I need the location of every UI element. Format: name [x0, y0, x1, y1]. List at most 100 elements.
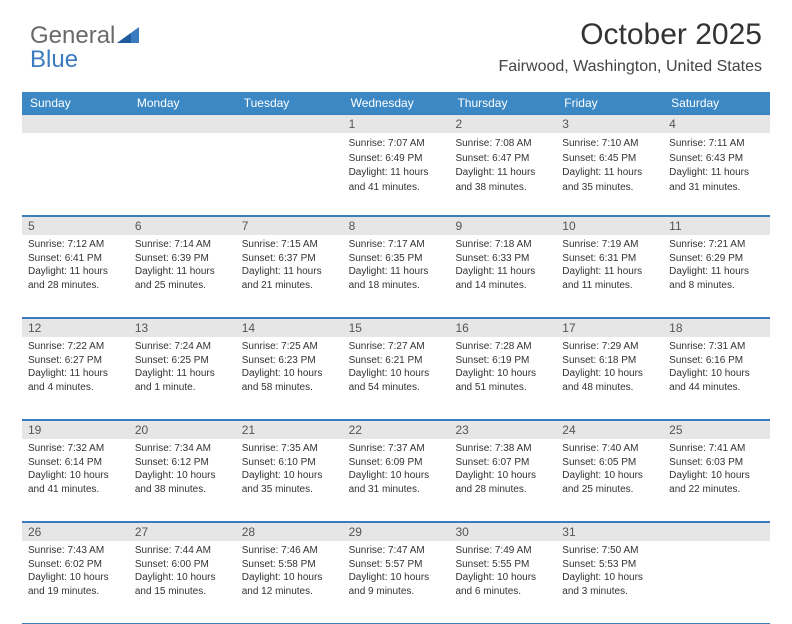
daylight2: and 25 minutes.	[562, 483, 657, 497]
sunset: Sunset: 6:45 PM	[562, 152, 657, 166]
day-num: 3	[556, 115, 663, 133]
day-num: 13	[129, 319, 236, 337]
week4-nums: 19 20 21 22 23 24 25	[22, 420, 770, 439]
daylight1: Daylight: 11 hours	[669, 265, 764, 279]
daylight1: Daylight: 10 hours	[455, 469, 550, 483]
daylight2: and 35 minutes.	[242, 483, 337, 497]
day-cell: Sunrise: 7:47 AMSunset: 5:57 PMDaylight:…	[343, 541, 450, 623]
day-num: 22	[343, 421, 450, 439]
sunrise: Sunrise: 7:19 AM	[562, 238, 657, 252]
day-num: 17	[556, 319, 663, 337]
daylight1: Daylight: 10 hours	[562, 571, 657, 585]
sunrise: Sunrise: 7:27 AM	[349, 340, 444, 354]
day-num: 25	[663, 421, 770, 439]
day-num: 26	[22, 523, 129, 541]
sunrise: Sunrise: 7:28 AM	[455, 340, 550, 354]
month-title: October 2025	[498, 18, 762, 52]
daylight2: and 54 minutes.	[349, 381, 444, 395]
sunrise: Sunrise: 7:22 AM	[28, 340, 123, 354]
day-cell: Sunrise: 7:29 AMSunset: 6:18 PMDaylight:…	[556, 337, 663, 419]
day-cell: Sunrise: 7:43 AMSunset: 6:02 PMDaylight:…	[22, 541, 129, 623]
location: Fairwood, Washington, United States	[498, 58, 762, 76]
day-cell: Sunrise: 7:34 AMSunset: 6:12 PMDaylight:…	[129, 439, 236, 521]
sunrise: Sunrise: 7:17 AM	[349, 238, 444, 252]
daylight1: Daylight: 10 hours	[242, 571, 337, 585]
week1-nums: 1 2 3 4	[22, 114, 770, 133]
week3-cells: Sunrise: 7:22 AMSunset: 6:27 PMDaylight:…	[22, 337, 770, 420]
day-num	[236, 115, 343, 133]
day-num: 14	[236, 319, 343, 337]
week2-cells: Sunrise: 7:12 AMSunset: 6:41 PMDaylight:…	[22, 235, 770, 318]
sunrise: Sunrise: 7:43 AM	[28, 544, 123, 558]
day-num: 29	[343, 523, 450, 541]
sunset: Sunset: 6:19 PM	[455, 354, 550, 368]
daylight1: Daylight: 10 hours	[242, 367, 337, 381]
sunrise: Sunrise: 7:38 AM	[455, 442, 550, 456]
sunrise: Sunrise: 7:32 AM	[28, 442, 123, 456]
sunrise: Sunrise: 7:08 AM	[455, 137, 550, 151]
day-num: 7	[236, 217, 343, 235]
week1-cells: Sunrise: 7:07 AM Sunset: 6:49 PM Dayligh…	[22, 133, 770, 216]
daylight2: and 4 minutes.	[28, 381, 123, 395]
daylight1: Daylight: 10 hours	[349, 571, 444, 585]
day-num: 16	[449, 319, 556, 337]
daylight2: and 28 minutes.	[455, 483, 550, 497]
sunrise: Sunrise: 7:14 AM	[135, 238, 230, 252]
daylight1: Daylight: 10 hours	[669, 469, 764, 483]
day-cell: Sunrise: 7:19 AMSunset: 6:31 PMDaylight:…	[556, 235, 663, 317]
daylight1: Daylight: 10 hours	[349, 367, 444, 381]
daylight1: Daylight: 11 hours	[28, 367, 123, 381]
day-cell: Sunrise: 7:07 AM Sunset: 6:49 PM Dayligh…	[343, 133, 450, 215]
sunset: Sunset: 6:07 PM	[455, 456, 550, 470]
day-cell: Sunrise: 7:15 AMSunset: 6:37 PMDaylight:…	[236, 235, 343, 317]
daylight2: and 9 minutes.	[349, 585, 444, 599]
daylight2: and 41 minutes.	[28, 483, 123, 497]
day-num: 23	[449, 421, 556, 439]
daylight2: and 1 minute.	[135, 381, 230, 395]
sunrise: Sunrise: 7:29 AM	[562, 340, 657, 354]
sunset: Sunset: 6:31 PM	[562, 252, 657, 266]
dow-friday: Friday	[556, 92, 663, 114]
day-num: 31	[556, 523, 663, 541]
daylight2: and 14 minutes.	[455, 279, 550, 293]
daylight2: and 38 minutes.	[135, 483, 230, 497]
daylight2: and 51 minutes.	[455, 381, 550, 395]
daylight2: and 31 minutes.	[669, 181, 764, 195]
daylight1: Daylight: 11 hours	[562, 265, 657, 279]
day-num: 20	[129, 421, 236, 439]
header-right: October 2025 Fairwood, Washington, Unite…	[498, 18, 762, 76]
day-num: 12	[22, 319, 129, 337]
week3-nums: 12 13 14 15 16 17 18	[22, 318, 770, 337]
day-cell: Sunrise: 7:18 AMSunset: 6:33 PMDaylight:…	[449, 235, 556, 317]
day-cell: Sunrise: 7:25 AMSunset: 6:23 PMDaylight:…	[236, 337, 343, 419]
daylight2: and 22 minutes.	[669, 483, 764, 497]
daylight1: Daylight: 10 hours	[28, 469, 123, 483]
sunset: Sunset: 6:14 PM	[28, 456, 123, 470]
dow-saturday: Saturday	[663, 92, 770, 114]
day-cell: Sunrise: 7:46 AMSunset: 5:58 PMDaylight:…	[236, 541, 343, 623]
daylight2: and 41 minutes.	[349, 181, 444, 195]
sunrise: Sunrise: 7:49 AM	[455, 544, 550, 558]
sunset: Sunset: 5:55 PM	[455, 558, 550, 572]
logo-word2: Blue	[30, 46, 139, 74]
sunset: Sunset: 6:47 PM	[455, 152, 550, 166]
daylight2: and 48 minutes.	[562, 381, 657, 395]
daylight2: and 28 minutes.	[28, 279, 123, 293]
day-num: 30	[449, 523, 556, 541]
sunset: Sunset: 6:12 PM	[135, 456, 230, 470]
sunset: Sunset: 5:53 PM	[562, 558, 657, 572]
sunrise: Sunrise: 7:31 AM	[669, 340, 764, 354]
daylight1: Daylight: 10 hours	[562, 367, 657, 381]
day-cell: Sunrise: 7:38 AMSunset: 6:07 PMDaylight:…	[449, 439, 556, 521]
daylight2: and 6 minutes.	[455, 585, 550, 599]
week4-cells: Sunrise: 7:32 AMSunset: 6:14 PMDaylight:…	[22, 439, 770, 522]
daylight1: Daylight: 10 hours	[135, 571, 230, 585]
day-cell: Sunrise: 7:22 AMSunset: 6:27 PMDaylight:…	[22, 337, 129, 419]
logo-word1: General	[30, 22, 115, 49]
day-num: 21	[236, 421, 343, 439]
daylight2: and 18 minutes.	[349, 279, 444, 293]
day-cell	[663, 541, 770, 623]
sunset: Sunset: 6:03 PM	[669, 456, 764, 470]
sunset: Sunset: 6:35 PM	[349, 252, 444, 266]
daylight2: and 44 minutes.	[669, 381, 764, 395]
